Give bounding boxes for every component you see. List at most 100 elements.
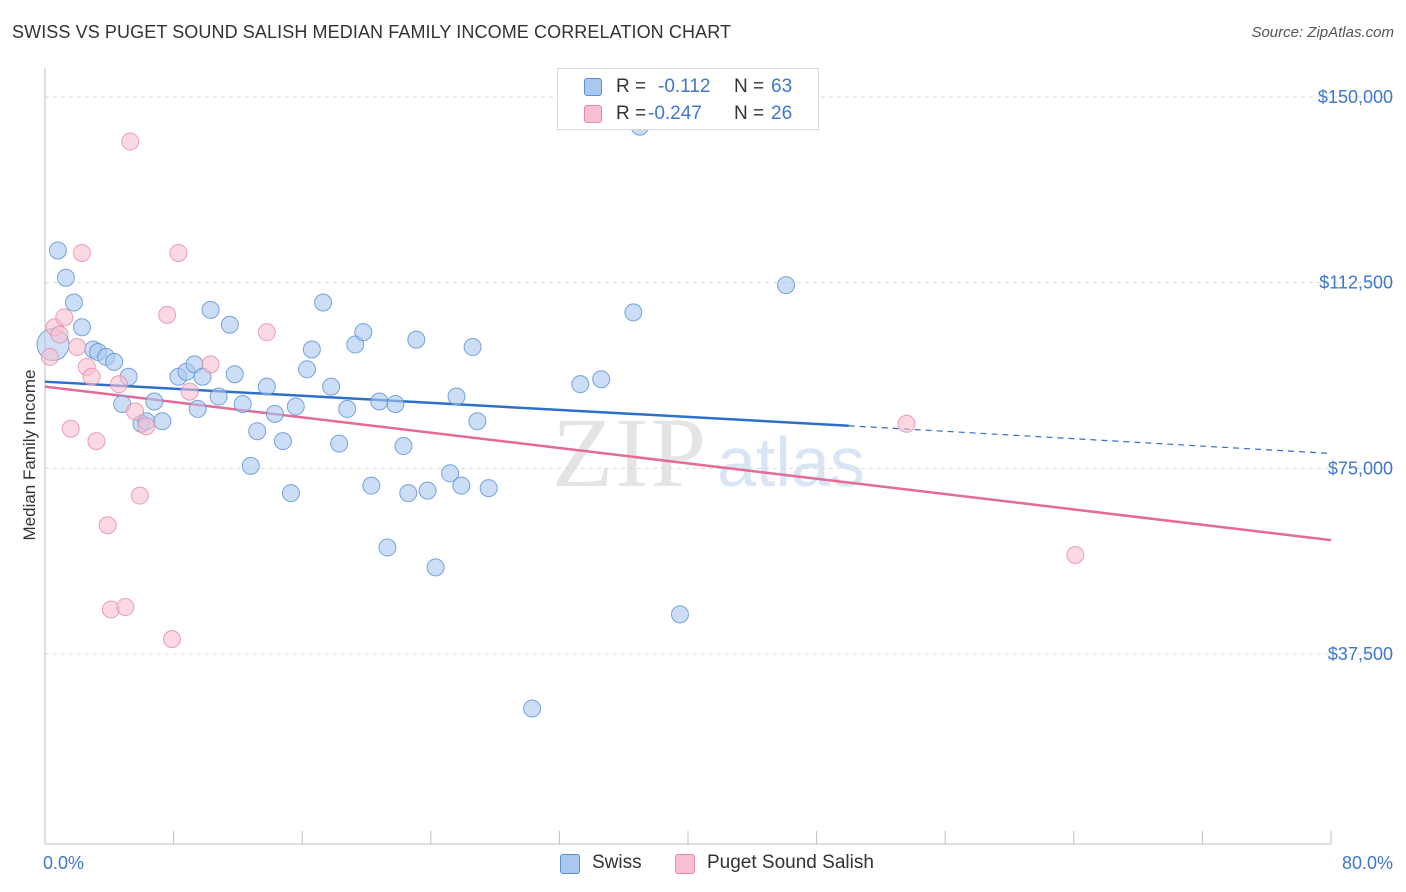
puget-point: [87, 432, 106, 451]
swiss-point: [571, 375, 590, 394]
swiss-point: [592, 370, 611, 389]
watermark-atlas: atlas: [717, 423, 865, 501]
puget-r-label: R =: [616, 103, 647, 124]
swiss-point: [302, 340, 321, 359]
swiss-r-label: R =: [616, 76, 647, 97]
stats-legend-box: R = -0.112 N = 63 R = -0.247 N = 26: [557, 68, 819, 130]
swiss-point: [314, 293, 333, 312]
swiss-point: [479, 479, 498, 498]
puget-point: [82, 367, 101, 386]
puget-point: [109, 375, 128, 394]
swiss-point: [670, 605, 689, 624]
tick-labels: $37,500 $75,000 $112,500 $150,000 0.0% 80.0%: [43, 87, 1393, 873]
swiss-point: [468, 412, 487, 431]
swiss-point: [362, 476, 381, 495]
swiss-point: [378, 538, 397, 557]
swiss-point: [72, 318, 91, 337]
swiss-point: [56, 268, 75, 287]
axes: [44, 68, 1332, 845]
swiss-point: [777, 276, 796, 295]
swiss-point: [330, 434, 349, 453]
swiss-point: [153, 412, 172, 431]
swiss-point: [257, 377, 276, 396]
puget-r-value: -0.247: [648, 103, 702, 124]
swiss-point: [201, 300, 220, 319]
swiss-point: [447, 387, 466, 406]
x-tick-label: 80.0%: [1342, 853, 1393, 873]
swiss-point: [298, 360, 317, 379]
y-tick-label: $150,000: [1318, 87, 1393, 107]
y-tick-label: $75,000: [1328, 458, 1393, 478]
swiss-point: [523, 699, 542, 718]
swiss-point: [354, 323, 373, 342]
legend-swiss-swatch: [560, 854, 580, 874]
puget-point: [40, 347, 59, 366]
puget-point: [897, 414, 916, 433]
swiss-point: [220, 315, 239, 334]
swiss-point: [105, 352, 124, 371]
swiss-point: [441, 464, 460, 483]
y-tick-label: $37,500: [1328, 644, 1393, 664]
swiss-point: [265, 404, 284, 423]
grid-lines: [45, 96, 1394, 655]
chart-title: SWISS VS PUGET SOUND SALISH MEDIAN FAMIL…: [12, 22, 732, 42]
swiss-point: [624, 303, 643, 322]
swiss-point: [188, 399, 207, 418]
swiss-point: [225, 365, 244, 384]
swiss-point: [241, 456, 260, 475]
puget-point: [50, 325, 69, 344]
swiss-point: [463, 338, 482, 357]
swiss-point: [418, 481, 437, 500]
x-tick-label: 0.0%: [43, 853, 84, 873]
source-label: Source: ZipAtlas.com: [1251, 24, 1394, 41]
puget-point: [162, 630, 181, 649]
swiss-point: [370, 392, 389, 411]
puget-point: [180, 382, 199, 401]
stats-row-swiss: R = -0.112 N = 63: [558, 74, 820, 100]
swiss-point: [273, 432, 292, 451]
swiss-r-value: -0.112: [658, 76, 711, 97]
swiss-point: [399, 484, 418, 503]
puget-swatch: [584, 105, 602, 123]
puget-point: [98, 516, 117, 535]
data-points: [36, 117, 1085, 718]
swiss-point: [145, 392, 164, 411]
puget-point: [55, 308, 74, 327]
swiss-point: [452, 476, 471, 495]
puget-n-value: 26: [771, 103, 793, 124]
swiss-point: [248, 422, 267, 441]
puget-point: [116, 597, 135, 616]
puget-point: [68, 338, 87, 357]
puget-point: [169, 243, 188, 262]
legend-puget-label: Puget Sound Salish: [707, 852, 874, 873]
swiss-n-value: 63: [771, 76, 793, 97]
puget-n-label: N =: [734, 103, 765, 124]
swiss-point: [386, 394, 405, 413]
swiss-swatch: [584, 78, 602, 96]
swiss-point: [394, 437, 413, 456]
swiss-point: [286, 397, 305, 416]
swiss-point: [209, 387, 228, 406]
swiss-point: [338, 399, 357, 418]
swiss-point: [48, 241, 67, 260]
legend-swiss-label: Swiss: [592, 852, 642, 873]
puget-point: [61, 419, 80, 438]
swiss-trend-line: [44, 380, 849, 428]
puget-point: [158, 305, 177, 324]
puget-point: [257, 323, 276, 342]
puget-point: [137, 417, 156, 436]
puget-point: [72, 243, 91, 262]
puget-trend-line: [44, 385, 1332, 542]
swiss-point: [233, 394, 252, 413]
swiss-point: [407, 330, 426, 349]
puget-point: [201, 355, 220, 374]
puget-point: [130, 486, 149, 505]
trend-lines: [44, 380, 1332, 542]
y-tick-label: $112,500: [1319, 273, 1393, 293]
swiss-point: [64, 293, 83, 312]
stats-row-puget: R = -0.247 N = 26: [558, 101, 820, 127]
swiss-point: [322, 377, 341, 396]
puget-point: [1066, 545, 1085, 564]
legend-puget-swatch: [675, 854, 695, 874]
y-axis-label: Median Family Income: [20, 369, 39, 540]
